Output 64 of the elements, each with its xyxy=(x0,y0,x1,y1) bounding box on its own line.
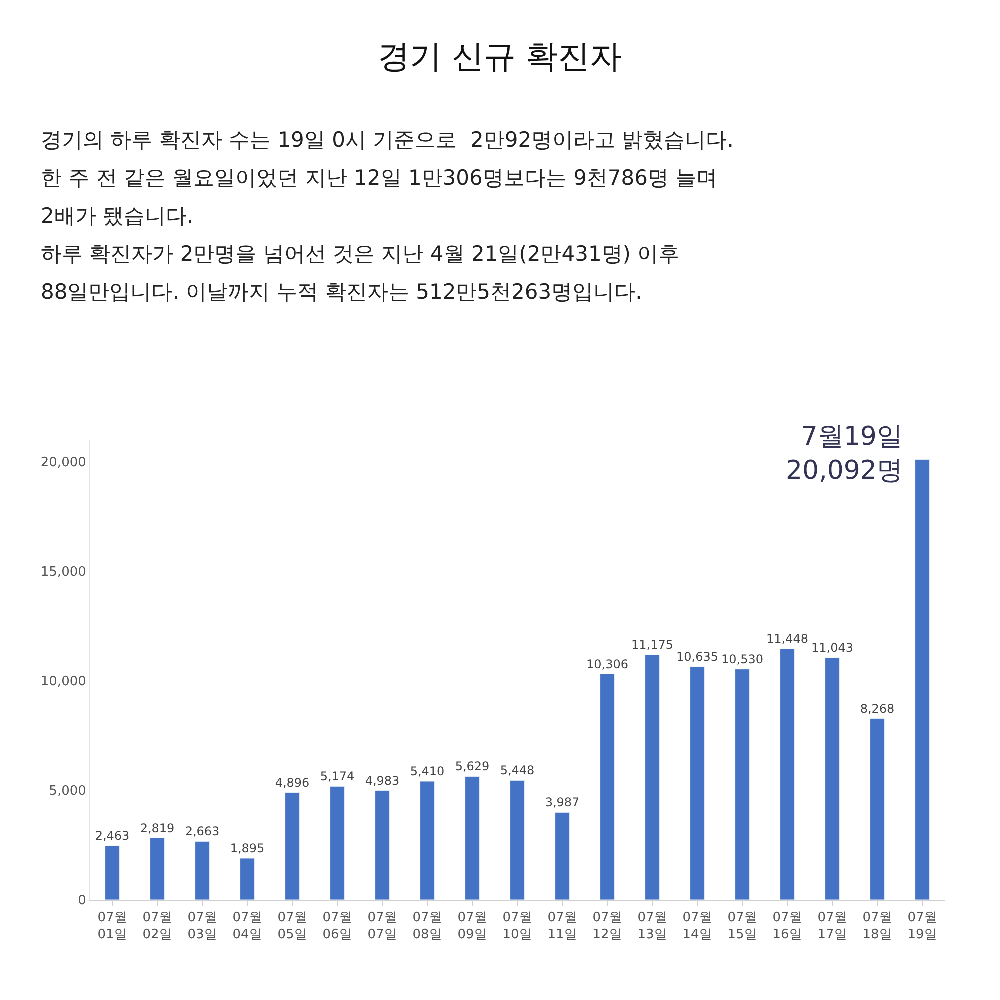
bar xyxy=(600,674,615,900)
bar xyxy=(870,718,885,900)
data-label: 4,896 xyxy=(275,776,310,790)
bar xyxy=(735,669,750,900)
x-tick-label: 07월 17일 xyxy=(818,910,848,942)
x-tick-label: 07월 09일 xyxy=(458,910,488,942)
bar xyxy=(555,812,570,900)
x-tick-label: 07월 03일 xyxy=(188,910,218,942)
x-tick-label: 07월 06일 xyxy=(322,910,352,942)
bar xyxy=(105,846,120,900)
bar xyxy=(645,654,660,900)
data-label: 8,268 xyxy=(860,702,895,716)
bar xyxy=(375,790,390,900)
x-tick-label: 07월 15일 xyxy=(728,910,758,942)
x-tick-label: 07월 04일 xyxy=(232,910,262,942)
bar xyxy=(780,648,795,900)
x-tick-label: 07월 02일 xyxy=(142,910,172,942)
x-tick-label: 07월 13일 xyxy=(638,910,668,942)
x-tick-label: 07월 05일 xyxy=(278,910,308,942)
bar xyxy=(420,781,435,900)
data-label: 2,463 xyxy=(95,829,130,844)
data-label: 11,448 xyxy=(766,632,808,646)
x-tick-label: 07월 14일 xyxy=(682,910,712,942)
data-label: 2,819 xyxy=(140,821,175,836)
x-tick-label: 07월 10일 xyxy=(502,910,532,942)
bar xyxy=(510,780,525,900)
y-tick-label: 20,000 xyxy=(40,455,86,470)
data-label: 10,530 xyxy=(722,652,764,666)
x-tick-label: 07월 07일 xyxy=(368,910,398,942)
bar xyxy=(690,666,705,900)
chart-subtitle: 경기의 하루 확진자 수는 19일 0시 기준으로 2만92명이라고 밝혔습니다. 한 주 전 같은 월요일이었던 지난 12일 1만306명보다는 9천786명 늘며 2배가 됐습니다. 하루 확진자가 2만명을 넘어선 것은 지난 4월 21일(2만431명) 이후 88일만입니다. 이날까지 누적 확진자는 512만5천263명입니다. xyxy=(41,128,734,304)
data-label: 5,410 xyxy=(410,764,445,778)
data-label: 1,895 xyxy=(230,841,265,856)
bar xyxy=(150,838,165,900)
y-tick-label: 10,000 xyxy=(40,674,86,690)
x-tick-label: 07월 11일 xyxy=(548,910,578,942)
bar xyxy=(915,460,930,900)
bar xyxy=(330,786,345,900)
x-tick-label: 07월 01일 xyxy=(98,910,128,942)
annotation: 7월19일 20,092명 xyxy=(786,422,903,486)
bar xyxy=(825,658,840,900)
data-label: 3,987 xyxy=(545,796,580,810)
data-label: 10,635 xyxy=(676,650,718,664)
x-tick-label: 07월 16일 xyxy=(772,910,802,942)
data-label: 11,175 xyxy=(632,638,674,652)
bar xyxy=(285,792,300,900)
chart-title: 경기 신규 확진자 xyxy=(378,37,622,76)
x-tick-label: 07월 19일 xyxy=(908,910,938,942)
data-label: 11,043 xyxy=(812,641,854,656)
data-label: 10,306 xyxy=(586,657,628,672)
bar xyxy=(240,858,255,900)
x-tick-label: 07월 18일 xyxy=(862,910,892,942)
x-tick-label: 07월 12일 xyxy=(592,910,622,942)
data-label: 4,983 xyxy=(365,774,400,788)
y-tick-label: 5,000 xyxy=(49,784,86,800)
y-tick-label: 15,000 xyxy=(40,564,86,580)
y-tick-label: 0 xyxy=(78,894,86,909)
data-label: 5,448 xyxy=(500,764,535,778)
x-tick-label: 07월 08일 xyxy=(412,910,442,942)
bar xyxy=(465,776,480,900)
data-label: 5,629 xyxy=(455,760,490,774)
data-label: 2,663 xyxy=(185,824,220,839)
bar xyxy=(195,841,210,900)
data-label: 5,174 xyxy=(320,770,355,784)
